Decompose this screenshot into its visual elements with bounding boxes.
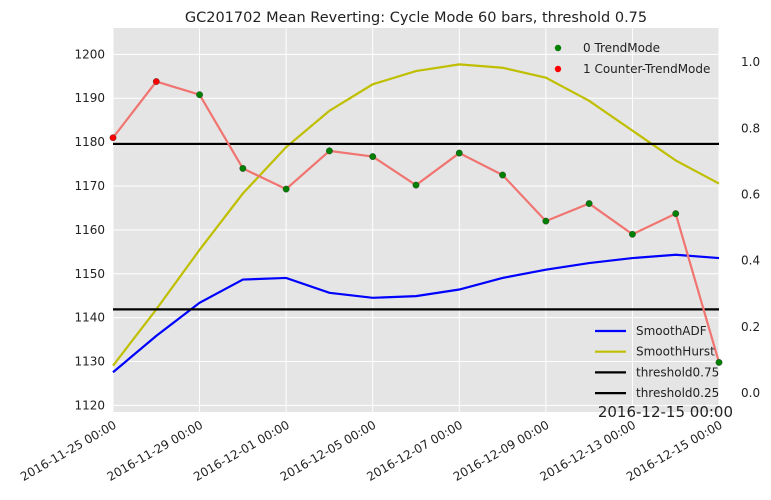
mode-point — [542, 217, 550, 225]
y-left-tick-label: 1150 — [74, 267, 105, 281]
y-left-tick-label: 1190 — [74, 91, 105, 105]
y-right-tick-label: 1.0 — [741, 55, 760, 69]
mode-point — [326, 147, 333, 155]
y-right-tick-label: 0.8 — [741, 121, 760, 135]
mode-point — [499, 171, 506, 179]
y-right-tick-label: 0.4 — [741, 254, 760, 268]
x-tick-label: 2016-11-29 00:00 — [105, 418, 206, 484]
x-tick-label: 2016-12-15 00:00 — [624, 418, 725, 484]
plot-background — [113, 28, 719, 412]
legend-label: 1 Counter-TrendMode — [583, 62, 710, 76]
x-tick-label: 2016-12-07 00:00 — [364, 418, 465, 484]
y-left-tick-label: 1120 — [74, 398, 105, 412]
legend-marker — [554, 44, 562, 52]
series-line-smoothhurst — [112, 63, 720, 367]
x-tick-label: 2016-12-09 00:00 — [451, 418, 552, 484]
hover-label: 2016-12-15 00:00 — [598, 403, 733, 421]
mode-point — [629, 230, 636, 238]
mode-point — [672, 210, 680, 218]
x-tick-label: 2016-12-05 00:00 — [278, 418, 379, 484]
mode-point — [282, 185, 290, 193]
mode-point — [369, 153, 377, 160]
legend-line-label: SmoothHurst — [636, 345, 715, 359]
y-left-tick-label: 1140 — [74, 311, 105, 325]
y-left-tick-label: 1160 — [74, 223, 105, 237]
legend-layer: 0 TrendMode 1 Counter-TrendMode SmoothADF S… — [554, 41, 719, 400]
y-right-tick-label: 0.2 — [741, 320, 760, 334]
mode-point — [455, 149, 463, 157]
y-left-tick-label: 1170 — [74, 179, 105, 193]
mode-point — [715, 359, 723, 366]
mode-point — [152, 78, 160, 85]
mode-point — [412, 181, 420, 189]
mode-point — [239, 165, 247, 172]
y-left-tick-label: 1200 — [74, 47, 105, 61]
x-tick-label: 2016-11-25 00:00 — [18, 418, 119, 484]
legend-marker — [554, 65, 562, 73]
y-left-tick-label: 1180 — [74, 135, 105, 149]
y-right-tick-label: 0.0 — [741, 386, 760, 400]
mode-point — [196, 91, 203, 99]
y-right-tick-label: 0.6 — [741, 188, 760, 202]
series-layer — [109, 63, 723, 374]
legend-label: 0 TrendMode — [583, 41, 660, 55]
legend-line-label: SmoothADF — [636, 324, 707, 338]
legend-line-label: threshold0.75 — [636, 365, 719, 379]
x-tick-label: 2016-12-13 00:00 — [537, 418, 638, 484]
legend-line-label: threshold0.25 — [636, 386, 719, 400]
y-left-tick-label: 1130 — [74, 355, 105, 369]
chart-title: GC201702 Mean Reverting: Cycle Mode 60 b… — [185, 10, 647, 26]
x-tick-label: 2016-12-01 00:00 — [191, 418, 292, 484]
series-line-smoothadf — [112, 253, 720, 374]
mode-point — [585, 200, 593, 207]
mode-point — [109, 134, 117, 142]
